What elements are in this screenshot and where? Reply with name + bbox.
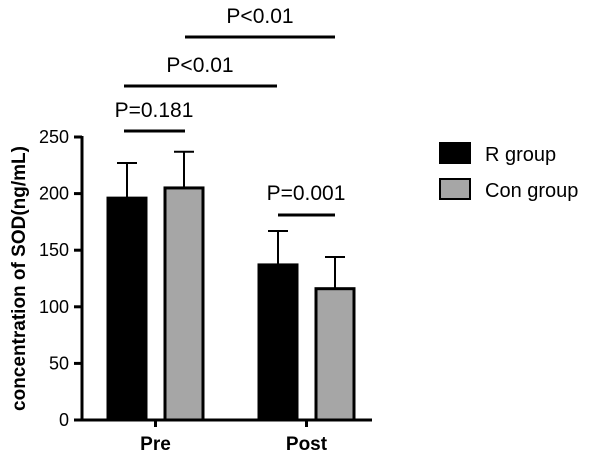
y-tick-label: 250	[39, 127, 69, 147]
y-tick-label: 200	[39, 184, 69, 204]
significance-brackets: P=0.181 P=0.001 P<0.01 P<0.01	[115, 5, 346, 217]
significance-label: P<0.01	[166, 54, 233, 77]
significance-label: P<0.01	[226, 5, 293, 28]
y-tick-label: 0	[59, 410, 69, 430]
bar	[314, 287, 356, 422]
legend-label: R group	[485, 144, 556, 166]
axes: 0 50 100 150 200 250 concentration of SOD(ng/m…	[9, 127, 372, 455]
y-tick-label: 100	[39, 297, 69, 317]
significance-label: P=0.181	[115, 99, 194, 122]
legend: R group Con group	[439, 142, 578, 202]
bars	[106, 150, 356, 422]
legend-swatch	[439, 178, 471, 200]
legend-swatch	[439, 142, 471, 164]
x-tick-label: Post	[286, 434, 328, 455]
bar	[163, 186, 205, 422]
y-tick-label: 150	[39, 240, 69, 260]
bar	[106, 196, 148, 422]
x-tick-label: Pre	[140, 434, 171, 455]
legend-label: Con group	[485, 180, 578, 202]
y-tick-label: 50	[49, 353, 69, 373]
significance-label: P=0.001	[267, 182, 346, 205]
y-axis-label: concentration of SOD(ng/mL)	[9, 146, 30, 411]
bar	[257, 263, 299, 422]
